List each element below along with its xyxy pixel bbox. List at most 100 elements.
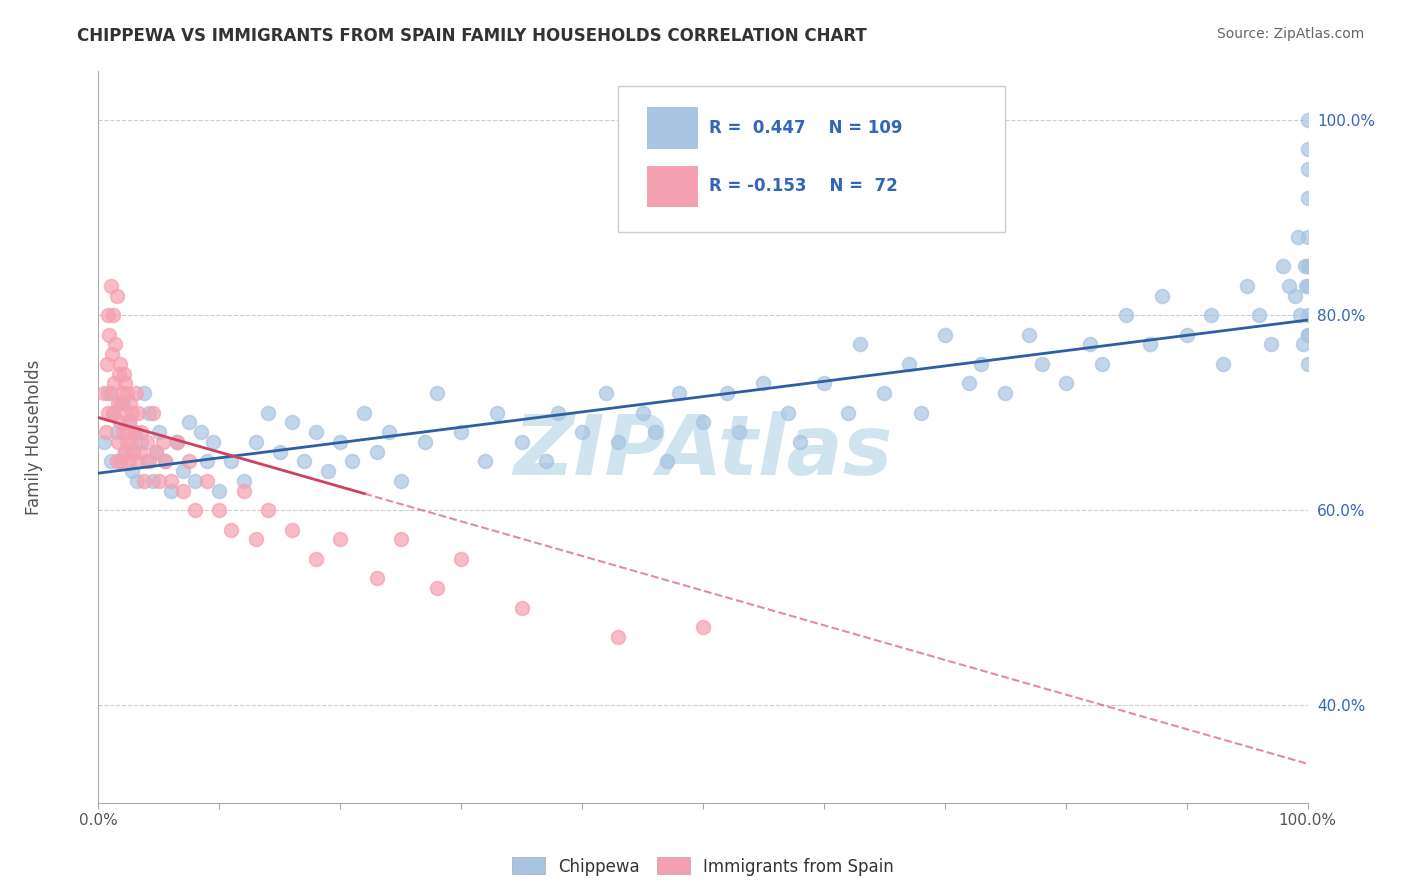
Point — [970, 357, 993, 371]
Text: R =  0.447    N = 109: R = 0.447 N = 109 — [709, 119, 903, 136]
Point — [1296, 279, 1319, 293]
Point — [716, 386, 738, 401]
Point — [655, 454, 678, 468]
Point — [1289, 308, 1312, 322]
Point — [450, 552, 472, 566]
Point — [120, 434, 142, 449]
Point — [1152, 288, 1174, 302]
Point — [107, 434, 129, 449]
Point — [789, 434, 811, 449]
Point — [105, 454, 128, 468]
Point — [256, 406, 278, 420]
Point — [329, 434, 352, 449]
Point — [1236, 279, 1258, 293]
Point — [1078, 337, 1101, 351]
Text: R = -0.153    N =  72: R = -0.153 N = 72 — [709, 178, 898, 195]
Point — [127, 454, 149, 468]
Point — [172, 483, 194, 498]
Point — [692, 416, 714, 430]
Point — [232, 483, 254, 498]
Point — [100, 279, 122, 293]
Point — [1018, 327, 1040, 342]
Point — [1296, 260, 1319, 274]
Point — [342, 454, 364, 468]
Point — [534, 454, 557, 468]
Point — [1295, 279, 1317, 293]
Point — [118, 454, 141, 468]
Point — [305, 425, 328, 440]
Point — [389, 474, 412, 488]
Point — [97, 406, 120, 420]
Point — [138, 454, 160, 468]
Point — [108, 416, 131, 430]
Point — [221, 454, 243, 468]
Point — [112, 406, 135, 420]
Point — [101, 406, 124, 420]
Point — [94, 425, 117, 440]
Point — [607, 630, 630, 644]
Point — [100, 386, 122, 401]
Point — [117, 434, 139, 449]
Point — [118, 396, 141, 410]
Point — [184, 474, 207, 488]
Point — [547, 406, 569, 420]
Point — [148, 474, 170, 488]
Point — [93, 434, 115, 449]
Point — [112, 367, 135, 381]
Point — [98, 327, 121, 342]
Point — [1212, 357, 1234, 371]
Point — [148, 425, 170, 440]
Point — [108, 367, 131, 381]
Point — [111, 425, 134, 440]
Point — [994, 386, 1017, 401]
Point — [281, 416, 304, 430]
Point — [160, 483, 183, 498]
Point — [426, 581, 449, 595]
Point — [1296, 327, 1319, 342]
Point — [142, 474, 165, 488]
Point — [256, 503, 278, 517]
Point — [118, 416, 141, 430]
Point — [129, 434, 152, 449]
Point — [115, 425, 138, 440]
Point — [366, 572, 388, 586]
Point — [96, 357, 118, 371]
Point — [849, 337, 872, 351]
Point — [1284, 288, 1306, 302]
Point — [111, 396, 134, 410]
FancyBboxPatch shape — [619, 86, 1005, 232]
Point — [1054, 376, 1077, 391]
Point — [292, 454, 315, 468]
Point — [107, 396, 129, 410]
Point — [1292, 337, 1315, 351]
Point — [97, 308, 120, 322]
Point — [179, 416, 201, 430]
Point — [105, 288, 128, 302]
Point — [1091, 357, 1114, 371]
Point — [129, 425, 152, 440]
Point — [153, 454, 176, 468]
Point — [134, 386, 156, 401]
Point — [1260, 337, 1282, 351]
Point — [474, 454, 496, 468]
Point — [1286, 230, 1309, 244]
Point — [121, 406, 143, 420]
Point — [110, 396, 132, 410]
Text: Source: ZipAtlas.com: Source: ZipAtlas.com — [1216, 27, 1364, 41]
Point — [1249, 308, 1271, 322]
Point — [692, 620, 714, 634]
Point — [776, 406, 799, 420]
Point — [1278, 279, 1301, 293]
Point — [100, 347, 122, 361]
Point — [110, 454, 132, 468]
Point — [668, 386, 690, 401]
Point — [1272, 260, 1295, 274]
Point — [101, 406, 124, 420]
Point — [1139, 337, 1161, 351]
Point — [728, 425, 751, 440]
Point — [142, 406, 165, 420]
Point — [127, 406, 149, 420]
Point — [138, 406, 160, 420]
Point — [114, 444, 136, 458]
Point — [152, 434, 174, 449]
